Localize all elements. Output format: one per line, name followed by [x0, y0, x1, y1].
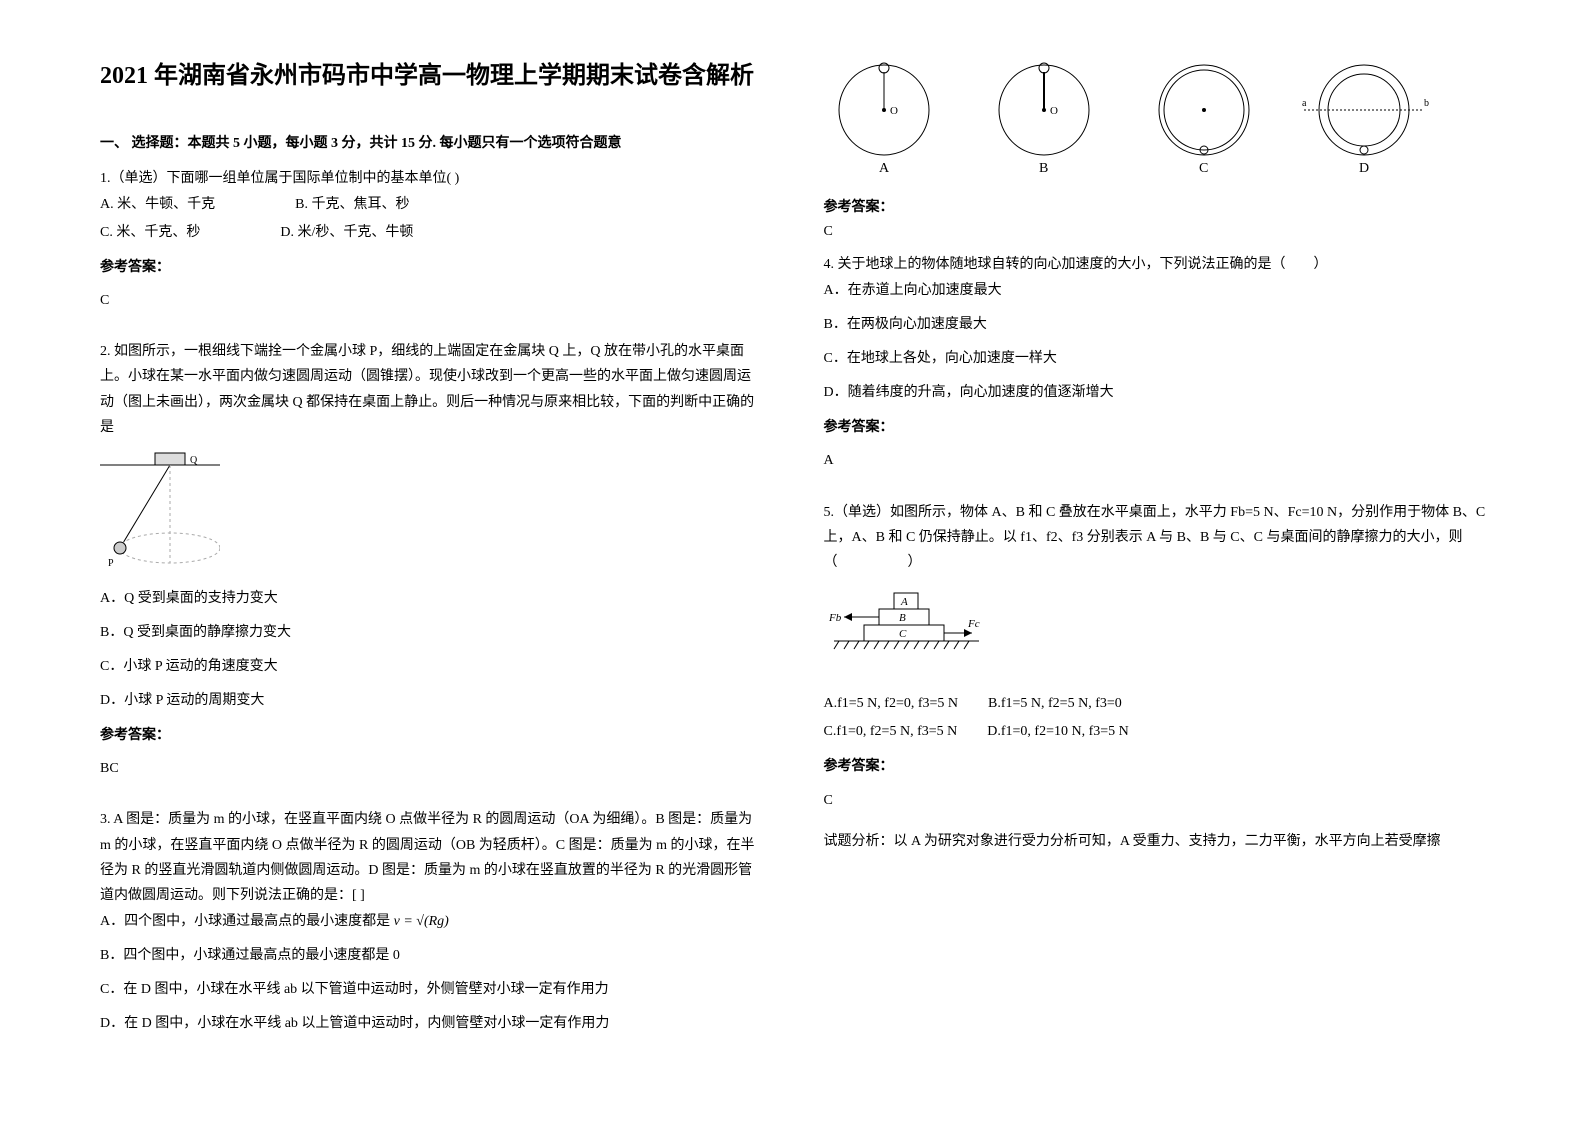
- q5-answer: C: [824, 788, 1488, 813]
- q3-answer-label: 参考答案：: [824, 196, 1488, 216]
- q2-option-c: C．小球 P 运动的角速度变大: [100, 653, 764, 681]
- svg-text:Q: Q: [190, 455, 198, 466]
- q2-stem: 2. 如图所示，一根细线下端拴一个金属小球 P，细线的上端固定在金属块 Q 上，…: [100, 339, 764, 440]
- svg-text:Fb: Fb: [828, 612, 842, 624]
- q3-stem: 3. A 图是：质量为 m 的小球，在竖直平面内绕 O 点做半径为 R 的圆周运…: [100, 807, 764, 908]
- svg-text:b: b: [1424, 98, 1429, 109]
- section-header: 一、 选择题：本题共 5 小题，每小题 3 分，共计 15 分. 每小题只有一个…: [100, 132, 764, 152]
- q5-option-a: A.f1=5 N, f2=0, f3=5 N: [824, 690, 959, 718]
- q1-option-a: A. 米、牛顿、千克: [100, 191, 215, 219]
- q5-option-c: C.f1=0, f2=5 N, f3=5 N: [824, 718, 958, 746]
- svg-text:C: C: [899, 628, 907, 640]
- q5-answer-label: 参考答案：: [824, 754, 1488, 779]
- q2-option-b: B．Q 受到桌面的静摩擦力变大: [100, 619, 764, 647]
- q3-option-a-prefix: A．四个图中，小球通过最高点的最小速度都是: [100, 914, 390, 929]
- q4-option-a: A．在赤道上向心加速度最大: [824, 277, 1488, 305]
- svg-text:C: C: [1199, 161, 1208, 176]
- question-3: 3. A 图是：质量为 m 的小球，在竖直平面内绕 O 点做半径为 R 的圆周运…: [100, 807, 764, 1044]
- q4-answer-label: 参考答案：: [824, 415, 1488, 440]
- q1-option-b: B. 千克、焦耳、秒: [295, 191, 409, 219]
- q4-stem: 4. 关于地球上的物体随地球自转的向心加速度的大小，下列说法正确的是（ ）: [824, 252, 1488, 277]
- q3-option-c: C．在 D 图中，小球在水平线 ab 以下管道中运动时，外侧管壁对小球一定有作用…: [100, 976, 764, 1004]
- q5-option-d: D.f1=0, f2=10 N, f3=5 N: [987, 718, 1129, 746]
- question-1: 1.（单选）下面哪一组单位属于国际单位制中的基本单位( ) A. 米、牛顿、千克…: [100, 166, 764, 326]
- q5-figure: A B Fb C Fc: [824, 583, 984, 673]
- q2-option-a: A．Q 受到桌面的支持力变大: [100, 585, 764, 613]
- q3-figure: O A O B C a b D: [824, 60, 1464, 180]
- q1-answer-label: 参考答案：: [100, 255, 764, 280]
- svg-text:B: B: [1039, 161, 1048, 176]
- q2-figure: Q P: [100, 448, 220, 568]
- svg-text:P: P: [108, 558, 114, 568]
- q1-option-d: D. 米/秒、千克、牛顿: [280, 219, 413, 247]
- q4-option-b: B．在两极向心加速度最大: [824, 311, 1488, 339]
- q5-option-b: B.f1=5 N, f2=5 N, f3=0: [988, 690, 1122, 718]
- q1-stem: 1.（单选）下面哪一组单位属于国际单位制中的基本单位( ): [100, 166, 764, 191]
- q5-analysis: 试题分析：以 A 为研究对象进行受力分析可知，A 受重力、支持力，二力平衡，水平…: [824, 829, 1488, 854]
- question-4: 4. 关于地球上的物体随地球自转的向心加速度的大小，下列说法正确的是（ ） A．…: [824, 252, 1488, 486]
- q1-option-c: C. 米、千克、秒: [100, 219, 200, 247]
- q5-stem: 5.（单选）如图所示，物体 A、B 和 C 叠放在水平桌面上，水平力 Fb=5 …: [824, 500, 1488, 576]
- svg-text:O: O: [1050, 105, 1058, 117]
- svg-text:a: a: [1302, 98, 1307, 109]
- svg-text:B: B: [899, 612, 906, 624]
- question-5: 5.（单选）如图所示，物体 A、B 和 C 叠放在水平桌面上，水平力 Fb=5 …: [824, 500, 1488, 854]
- q3-option-b: B．四个图中，小球通过最高点的最小速度都是 0: [100, 942, 764, 970]
- q2-answer-label: 参考答案：: [100, 723, 764, 748]
- q3-answer: C: [824, 224, 1488, 240]
- svg-text:Fc: Fc: [967, 618, 980, 630]
- q4-answer: A: [824, 448, 1488, 473]
- svg-text:O: O: [890, 105, 898, 117]
- svg-text:D: D: [1359, 161, 1369, 176]
- q3-option-a-formula: v = √(Rg): [394, 914, 449, 929]
- q2-option-d: D．小球 P 运动的周期变大: [100, 687, 764, 715]
- svg-text:A: A: [900, 596, 908, 608]
- q2-answer: BC: [100, 756, 764, 781]
- svg-text:A: A: [879, 161, 890, 176]
- question-2: 2. 如图所示，一根细线下端拴一个金属小球 P，细线的上端固定在金属块 Q 上，…: [100, 339, 764, 793]
- q3-option-d: D．在 D 图中，小球在水平线 ab 以上管道中运动时，内侧管壁对小球一定有作用…: [100, 1010, 764, 1038]
- q4-option-c: C．在地球上各处，向心加速度一样大: [824, 345, 1488, 373]
- q4-option-d: D．随着纬度的升高，向心加速度的值逐渐增大: [824, 379, 1488, 407]
- q1-answer: C: [100, 288, 764, 313]
- page-title: 2021 年湖南省永州市码市中学高一物理上学期期末试卷含解析: [100, 60, 764, 94]
